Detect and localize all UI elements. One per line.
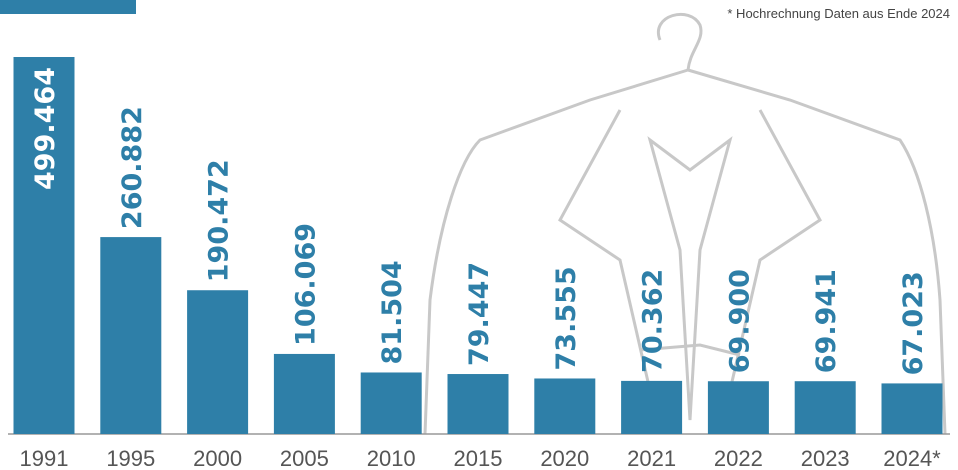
header-box — [0, 0, 136, 14]
note: * Hochrechnung Daten aus Ende 2024 — [727, 6, 950, 21]
x-tick-label: 2000 — [193, 446, 242, 470]
bar — [795, 381, 856, 434]
value-label: 69.941 — [811, 269, 842, 373]
bar — [708, 381, 769, 434]
bar — [621, 381, 682, 434]
bar — [448, 374, 509, 434]
bar — [534, 378, 595, 434]
value-label: 69.900 — [724, 269, 755, 373]
bar — [361, 372, 422, 434]
bar — [882, 383, 943, 434]
value-label: 499.464 — [30, 67, 61, 190]
x-tick-label: 1995 — [106, 446, 155, 470]
x-tick-label: 2022 — [714, 446, 763, 470]
value-label: 81.504 — [377, 260, 408, 364]
x-tick-label: 2023 — [801, 446, 850, 470]
bar — [187, 290, 248, 434]
value-label: 73.555 — [551, 266, 582, 370]
x-tick-label: 1991 — [20, 446, 69, 470]
value-label: 79.447 — [464, 262, 495, 366]
value-label: 70.362 — [638, 269, 669, 373]
x-tick-label: 2010 — [367, 446, 416, 470]
x-tick-label: 2024* — [883, 446, 941, 470]
value-label: 106.069 — [290, 223, 321, 346]
value-label: 190.472 — [204, 159, 235, 282]
chart: * Hochrechnung Daten aus Ende 2024 499.4… — [0, 0, 958, 470]
x-tick-label: 2021 — [627, 446, 676, 470]
x-tick-label: 2005 — [280, 446, 329, 470]
suit-illustration — [425, 14, 945, 434]
value-label: 67.023 — [898, 271, 929, 375]
bar — [100, 237, 161, 434]
value-label: 260.882 — [117, 106, 148, 229]
x-tick-label: 2015 — [454, 446, 503, 470]
x-tick-label: 2020 — [540, 446, 589, 470]
bar — [274, 354, 335, 434]
